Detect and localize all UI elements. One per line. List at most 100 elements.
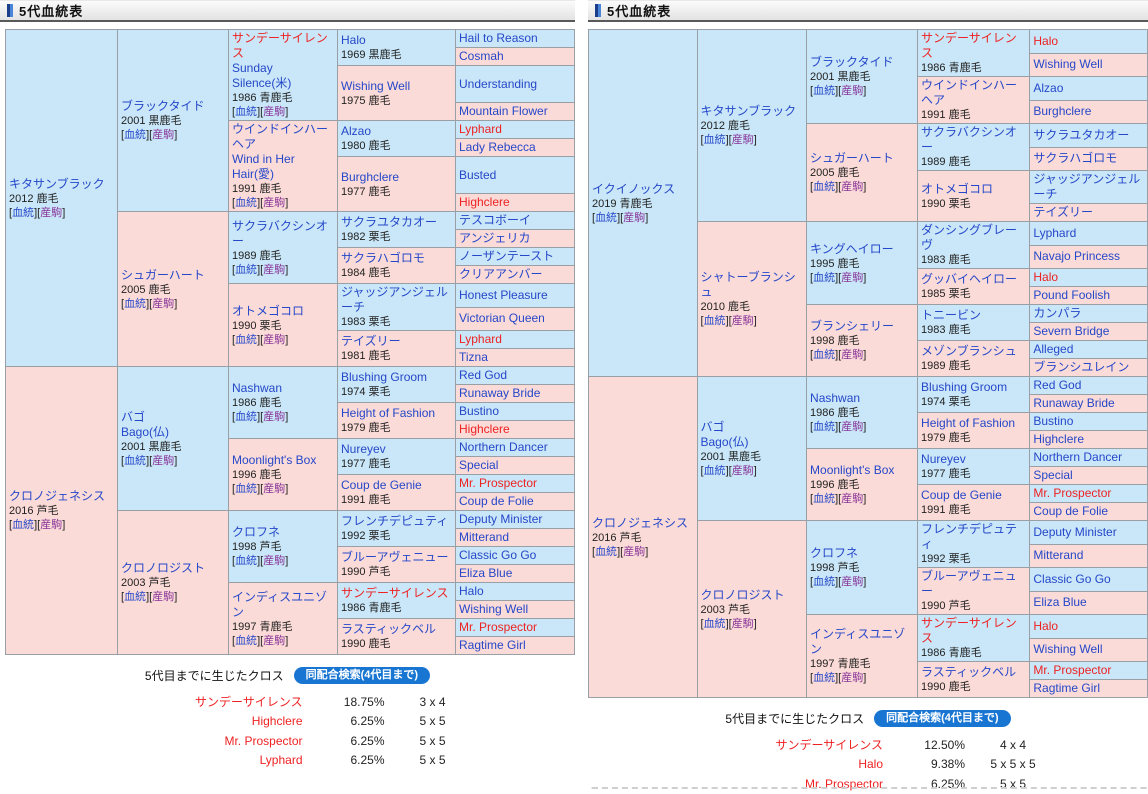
horse-link[interactable]: Deputy Minister (1033, 524, 1117, 539)
horse-link[interactable]: Special (459, 458, 499, 472)
horse-link[interactable]: Wishing Well (1033, 57, 1103, 72)
horse-link[interactable]: Classic Go Go (459, 548, 537, 562)
horse-link[interactable]: Lyphard (1033, 225, 1077, 240)
horse-link[interactable]: Mitterand (1033, 548, 1084, 563)
horse-link[interactable]: シュガーハート (810, 151, 894, 165)
horse-link[interactable]: クロノロジスト (121, 561, 206, 575)
bloodline-link[interactable]: 血統 (813, 181, 836, 193)
horse-link[interactable]: オトメゴコロ (232, 303, 305, 318)
bloodline-link[interactable]: 血統 (813, 672, 836, 684)
horse-link[interactable]: グッバイヘイロー (921, 272, 1018, 286)
horse-link[interactable]: Runaway Bride (1033, 396, 1115, 410)
horse-link[interactable]: Eliza Blue (459, 566, 513, 580)
horse-link[interactable]: Moonlight's Box (232, 453, 317, 467)
bloodline-link[interactable]: 血統 (813, 85, 836, 97)
horse-link[interactable]: クロノジェネシス (9, 489, 106, 503)
horse-link[interactable]: ウインドインハーヘア (232, 122, 329, 151)
horse-link[interactable]: Burghclere (341, 169, 400, 184)
horse-link[interactable]: Coup de Genie (921, 488, 1002, 502)
horse-link[interactable]: シャトーブランシュ (700, 270, 796, 299)
horse-link[interactable]: Height of Fashion (341, 406, 436, 420)
horse-link[interactable]: Lyphard (459, 332, 502, 346)
offspring-link[interactable]: 産駒 (731, 464, 754, 477)
horse-link[interactable]: Nashwan (810, 391, 861, 405)
horse-link[interactable]: キングヘイロー (810, 241, 894, 256)
horse-link[interactable]: サクラユタカオー (1033, 127, 1130, 142)
horse-link[interactable]: クリアアンバー (459, 267, 543, 281)
horse-link[interactable]: Halo (341, 33, 366, 47)
horse-link[interactable]: キタサンブラック (9, 176, 105, 191)
offspring-link[interactable]: 産駒 (731, 315, 754, 327)
bloodline-link[interactable]: 血統 (813, 576, 836, 588)
bloodline-link[interactable]: 血統 (595, 545, 618, 558)
horse-link[interactable]: Halo (1033, 618, 1059, 633)
horse-link[interactable]: シュガーハート (121, 267, 205, 282)
offspring-link[interactable]: 産駒 (841, 672, 864, 684)
bloodline-link[interactable]: 血統 (703, 617, 726, 630)
horse-link[interactable]: ジャッジアンジェルーチ (341, 285, 448, 314)
horse-link[interactable]: ジャッジアンジェルーチ (1033, 172, 1141, 201)
horse-link[interactable]: Coup de Folie (459, 494, 534, 508)
offspring-link[interactable]: 産駒 (263, 333, 286, 346)
bloodline-link[interactable]: 血統 (235, 106, 258, 118)
horse-link[interactable]: Mountain Flower (459, 104, 548, 118)
bloodline-link[interactable]: 血統 (124, 129, 147, 141)
horse-link[interactable]: バゴ (700, 419, 725, 434)
offspring-link[interactable]: 産駒 (263, 197, 286, 209)
offspring-link[interactable]: 産駒 (841, 576, 864, 588)
horse-link[interactable]: Eliza Blue (1033, 595, 1087, 610)
horse-link[interactable]: ノーザンテースト (459, 249, 555, 263)
horse-link[interactable]: クロノジェネシス (592, 515, 689, 530)
horse-link[interactable]: Cosmah (459, 49, 504, 63)
offspring-link[interactable]: 産駒 (263, 411, 286, 423)
bloodline-link[interactable]: 血統 (235, 634, 258, 647)
horse-link[interactable]: Nureyev (921, 452, 966, 466)
offspring-link[interactable]: 産駒 (263, 263, 286, 276)
horse-link[interactable]: カンパラ (1033, 306, 1082, 320)
bloodline-link[interactable]: 血統 (12, 519, 35, 531)
offspring-link[interactable]: 産駒 (841, 493, 864, 505)
bloodline-link[interactable]: 血統 (813, 421, 836, 433)
horse-link[interactable]: トニービン (921, 308, 982, 322)
horse-link[interactable]: Tizna (459, 350, 488, 364)
horse-link[interactable]: クロノロジスト (700, 587, 785, 602)
horse-link[interactable]: インディスユニゾン (810, 627, 906, 656)
offspring-link[interactable]: 産駒 (841, 421, 864, 433)
offspring-link[interactable]: 産駒 (263, 106, 286, 118)
bloodline-link[interactable]: 血統 (12, 206, 35, 219)
horse-link[interactable]: ブラックタイド (121, 99, 205, 113)
horse-link[interactable]: Nashwan (232, 381, 283, 395)
horse-link[interactable]: テスコボーイ (459, 213, 532, 227)
horse-link[interactable]: Ragtime Girl (459, 638, 526, 652)
bloodline-link[interactable]: 血統 (235, 555, 258, 567)
offspring-link[interactable]: 産駒 (731, 134, 754, 146)
horse-en-link[interactable]: Bago(仏) (121, 424, 170, 439)
horse-link[interactable]: ブランシェリー (810, 319, 895, 333)
horse-link[interactable]: Halo (1033, 33, 1059, 48)
horse-link[interactable]: フレンチデピュティ (921, 522, 1018, 551)
horse-link[interactable]: バゴ (121, 409, 146, 424)
horse-link[interactable]: Lyphard (459, 122, 502, 136)
horse-link[interactable]: ラスティックベル (341, 622, 437, 636)
horse-link[interactable]: ブラックタイド (810, 55, 894, 69)
horse-link[interactable]: Mr. Prospector (459, 476, 538, 490)
horse-link[interactable]: キタサンブラック (700, 104, 797, 118)
horse-link[interactable]: サンデーサイレンス (921, 616, 1017, 645)
horse-link[interactable]: サンデーサイレンス (341, 586, 449, 600)
horse-link[interactable]: イクイノックス (592, 181, 676, 196)
horse-link[interactable]: Mr. Prospector (459, 620, 538, 634)
horse-en-link[interactable]: Sunday Silence(米) (232, 61, 292, 90)
horse-link[interactable]: Mr. Prospector (1033, 663, 1112, 677)
horse-link[interactable]: Moonlight's Box (810, 463, 895, 477)
horse-link[interactable]: サクラハゴロモ (1033, 151, 1118, 166)
offspring-link[interactable]: 産駒 (841, 349, 864, 361)
horse-link[interactable]: Navajo Princess (1033, 249, 1121, 264)
horse-link[interactable]: Height of Fashion (921, 416, 1016, 430)
offspring-link[interactable]: 産駒 (152, 591, 175, 603)
horse-link[interactable]: メゾンブランシュ (921, 344, 1017, 358)
offspring-link[interactable]: 産駒 (263, 483, 286, 495)
offspring-link[interactable]: 産駒 (841, 271, 864, 284)
horse-link[interactable]: Blushing Groom (921, 380, 1008, 394)
horse-en-link[interactable]: Bago(仏) (700, 434, 749, 449)
horse-link[interactable]: Nureyev (341, 442, 386, 456)
